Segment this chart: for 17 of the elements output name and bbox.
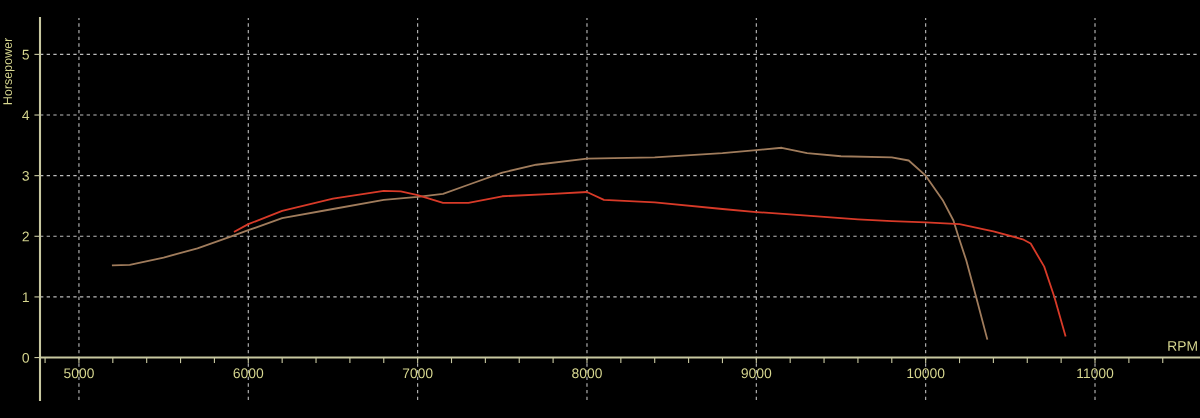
x-tick-label: 6000 — [233, 368, 264, 379]
x-tick-label: 9000 — [741, 368, 772, 379]
x-axis-title: RPM — [1168, 341, 1197, 351]
x-tick-label: 10000 — [907, 368, 945, 379]
x-tick-label: 11000 — [1077, 368, 1114, 379]
y-tick-label: 4 — [22, 110, 30, 121]
x-tick-label: 7000 — [402, 368, 433, 379]
y-axis-title: Horsepower — [3, 37, 15, 105]
x-tick-label: 8000 — [572, 368, 602, 379]
y-tick-label: 3 — [22, 170, 29, 181]
y-tick-label: 0 — [22, 352, 30, 363]
y-tick-label: 5 — [22, 49, 29, 60]
y-tick-label: 2 — [22, 231, 29, 242]
x-tick-label: 5000 — [64, 368, 94, 379]
line-series — [111, 146, 989, 340]
line-series — [233, 189, 1067, 337]
y-tick-label: 1 — [22, 292, 29, 302]
